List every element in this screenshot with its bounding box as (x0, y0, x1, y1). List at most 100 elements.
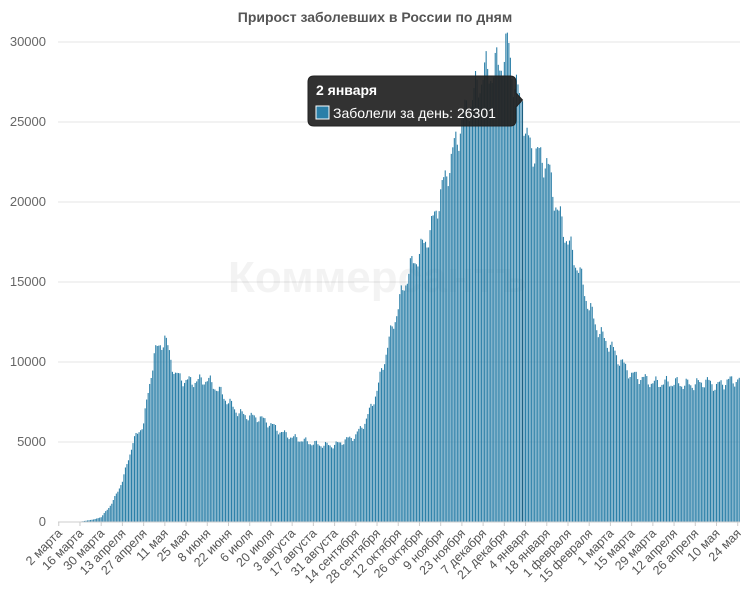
bar[interactable] (435, 210, 437, 522)
bar[interactable] (185, 379, 187, 522)
bar[interactable] (352, 440, 354, 522)
bar[interactable] (109, 505, 111, 522)
bar[interactable] (638, 384, 640, 522)
bar[interactable] (462, 113, 464, 522)
bar[interactable] (582, 284, 584, 522)
bar[interactable] (502, 76, 504, 523)
bar[interactable] (96, 518, 98, 522)
bar[interactable] (127, 460, 130, 522)
bar[interactable] (693, 390, 695, 522)
bar[interactable] (532, 166, 534, 522)
bar[interactable] (537, 147, 539, 522)
bar[interactable] (568, 240, 571, 522)
bar[interactable] (332, 448, 334, 522)
bar[interactable] (596, 330, 598, 522)
bar[interactable] (203, 384, 205, 523)
bar[interactable] (227, 403, 230, 522)
bar[interactable] (246, 419, 248, 522)
bar[interactable] (738, 377, 740, 522)
bar[interactable] (731, 376, 733, 522)
bar[interactable] (171, 371, 173, 522)
bar[interactable] (673, 384, 675, 522)
bar[interactable] (165, 337, 167, 522)
bar[interactable] (461, 119, 463, 523)
bar[interactable] (640, 380, 642, 522)
bar[interactable] (150, 377, 152, 522)
bar[interactable] (735, 382, 737, 522)
bar[interactable] (647, 384, 649, 522)
bar[interactable] (212, 388, 214, 522)
bar[interactable] (147, 392, 149, 522)
bar[interactable] (170, 359, 172, 522)
bar[interactable] (137, 433, 139, 522)
bar[interactable] (500, 70, 502, 522)
bar[interactable] (334, 444, 336, 522)
bar[interactable] (194, 382, 196, 522)
bar[interactable] (526, 127, 528, 522)
bar[interactable] (244, 415, 246, 522)
bar[interactable] (291, 437, 293, 522)
bar[interactable] (428, 247, 430, 523)
bar[interactable] (637, 379, 639, 522)
bar[interactable] (356, 431, 358, 522)
bar[interactable] (105, 511, 107, 522)
bar[interactable] (623, 362, 625, 522)
bar[interactable] (544, 168, 546, 523)
bar[interactable] (174, 372, 176, 522)
bar[interactable] (588, 310, 590, 522)
bar[interactable] (643, 376, 645, 522)
bar[interactable] (729, 376, 731, 523)
bar[interactable] (265, 422, 267, 522)
bar[interactable] (667, 381, 669, 522)
bar[interactable] (420, 238, 422, 522)
bar[interactable] (728, 378, 730, 522)
bar[interactable] (282, 431, 284, 522)
bar[interactable] (625, 363, 627, 522)
bar[interactable] (277, 434, 280, 522)
bar[interactable] (133, 436, 136, 522)
bar[interactable] (723, 389, 725, 522)
bar[interactable] (152, 370, 154, 522)
bar[interactable] (206, 381, 208, 522)
bar[interactable] (700, 382, 702, 522)
bar[interactable] (503, 61, 505, 522)
bar[interactable] (635, 371, 637, 522)
bar[interactable] (302, 441, 304, 522)
bar[interactable] (187, 379, 189, 522)
bar[interactable] (443, 177, 445, 522)
bar[interactable] (479, 93, 481, 522)
bar[interactable] (672, 386, 674, 522)
bar[interactable] (696, 378, 698, 522)
bar[interactable] (179, 373, 181, 522)
bar[interactable] (722, 384, 724, 522)
bar[interactable] (115, 493, 117, 522)
bar[interactable] (359, 426, 361, 522)
bar[interactable] (180, 380, 183, 522)
bar[interactable] (662, 384, 665, 522)
bar[interactable] (456, 144, 458, 522)
bar[interactable] (262, 417, 264, 522)
bar[interactable] (361, 427, 363, 522)
bar[interactable] (318, 445, 320, 522)
bar[interactable] (100, 517, 102, 522)
bar[interactable] (547, 163, 549, 522)
bar[interactable] (146, 399, 148, 522)
bar[interactable] (688, 384, 690, 522)
bar[interactable] (199, 374, 201, 522)
bar[interactable] (482, 79, 484, 523)
bar[interactable] (274, 424, 277, 522)
bar[interactable] (558, 210, 560, 522)
bar[interactable] (273, 423, 275, 522)
bar[interactable] (550, 172, 552, 522)
bar[interactable] (708, 379, 710, 522)
bar[interactable] (438, 211, 440, 522)
bar[interactable] (102, 515, 104, 522)
bar[interactable] (432, 215, 434, 522)
bar[interactable] (293, 436, 295, 522)
bar[interactable] (605, 340, 607, 522)
bar[interactable] (132, 443, 134, 522)
bar[interactable] (168, 350, 170, 522)
bar[interactable] (303, 438, 305, 522)
bar[interactable] (224, 400, 227, 522)
bar[interactable] (682, 389, 684, 522)
